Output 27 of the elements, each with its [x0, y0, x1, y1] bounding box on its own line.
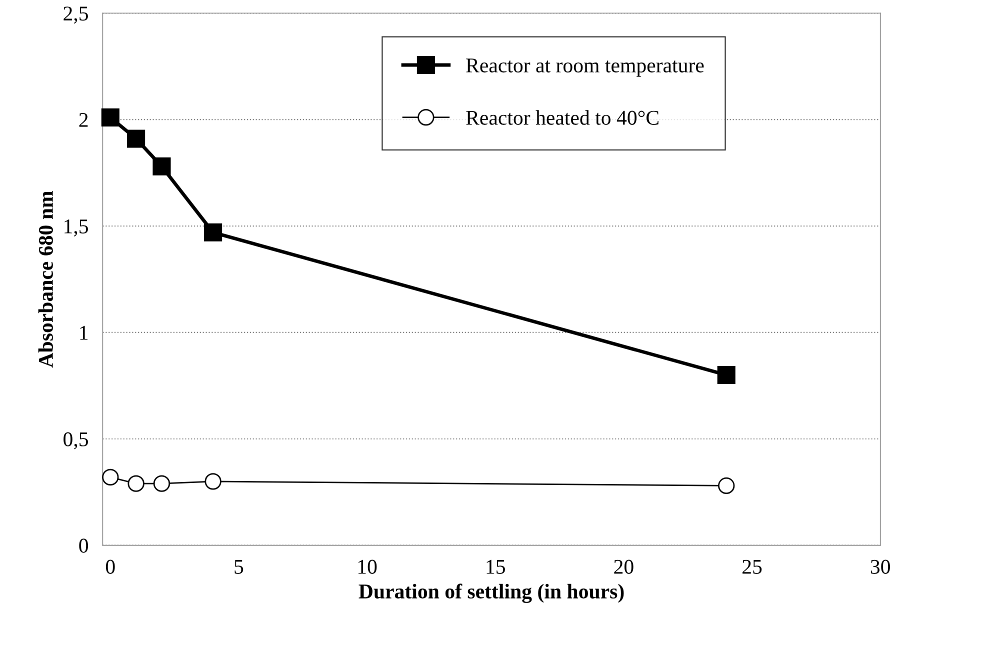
point	[101, 108, 120, 126]
y-axis-title: Absorbance 680 nm	[38, 191, 53, 368]
legend-label: Reactor at room temperature	[466, 58, 704, 77]
x-tick-label: 25	[742, 560, 762, 574]
x-tick-label: 10	[358, 560, 377, 574]
point	[102, 468, 119, 486]
point	[718, 477, 735, 494]
y-tick-label: 2	[79, 113, 88, 127]
point	[127, 130, 146, 148]
legend-label: Reactor heated to 40°C	[466, 110, 658, 125]
point	[128, 475, 144, 492]
point	[204, 473, 222, 490]
y-tick-label: 0,5	[64, 432, 88, 450]
x-tick-label: 5	[234, 560, 244, 574]
point	[204, 223, 222, 242]
point	[153, 475, 170, 492]
y-tick-label: 2,5	[64, 6, 88, 24]
y-tick-label: 1	[80, 326, 88, 340]
y-tick-label: 0	[79, 538, 88, 553]
x-tick-label: 15	[486, 560, 505, 574]
point	[152, 157, 171, 176]
x-tick-label: 20	[614, 560, 634, 574]
y-tick-label: 1,5	[64, 219, 88, 236]
x-axis-title: Duration of settling (in hours)	[358, 584, 624, 603]
point	[717, 366, 736, 384]
x-tick-label: 0	[106, 560, 115, 574]
x-tick-label: 30	[870, 560, 890, 574]
